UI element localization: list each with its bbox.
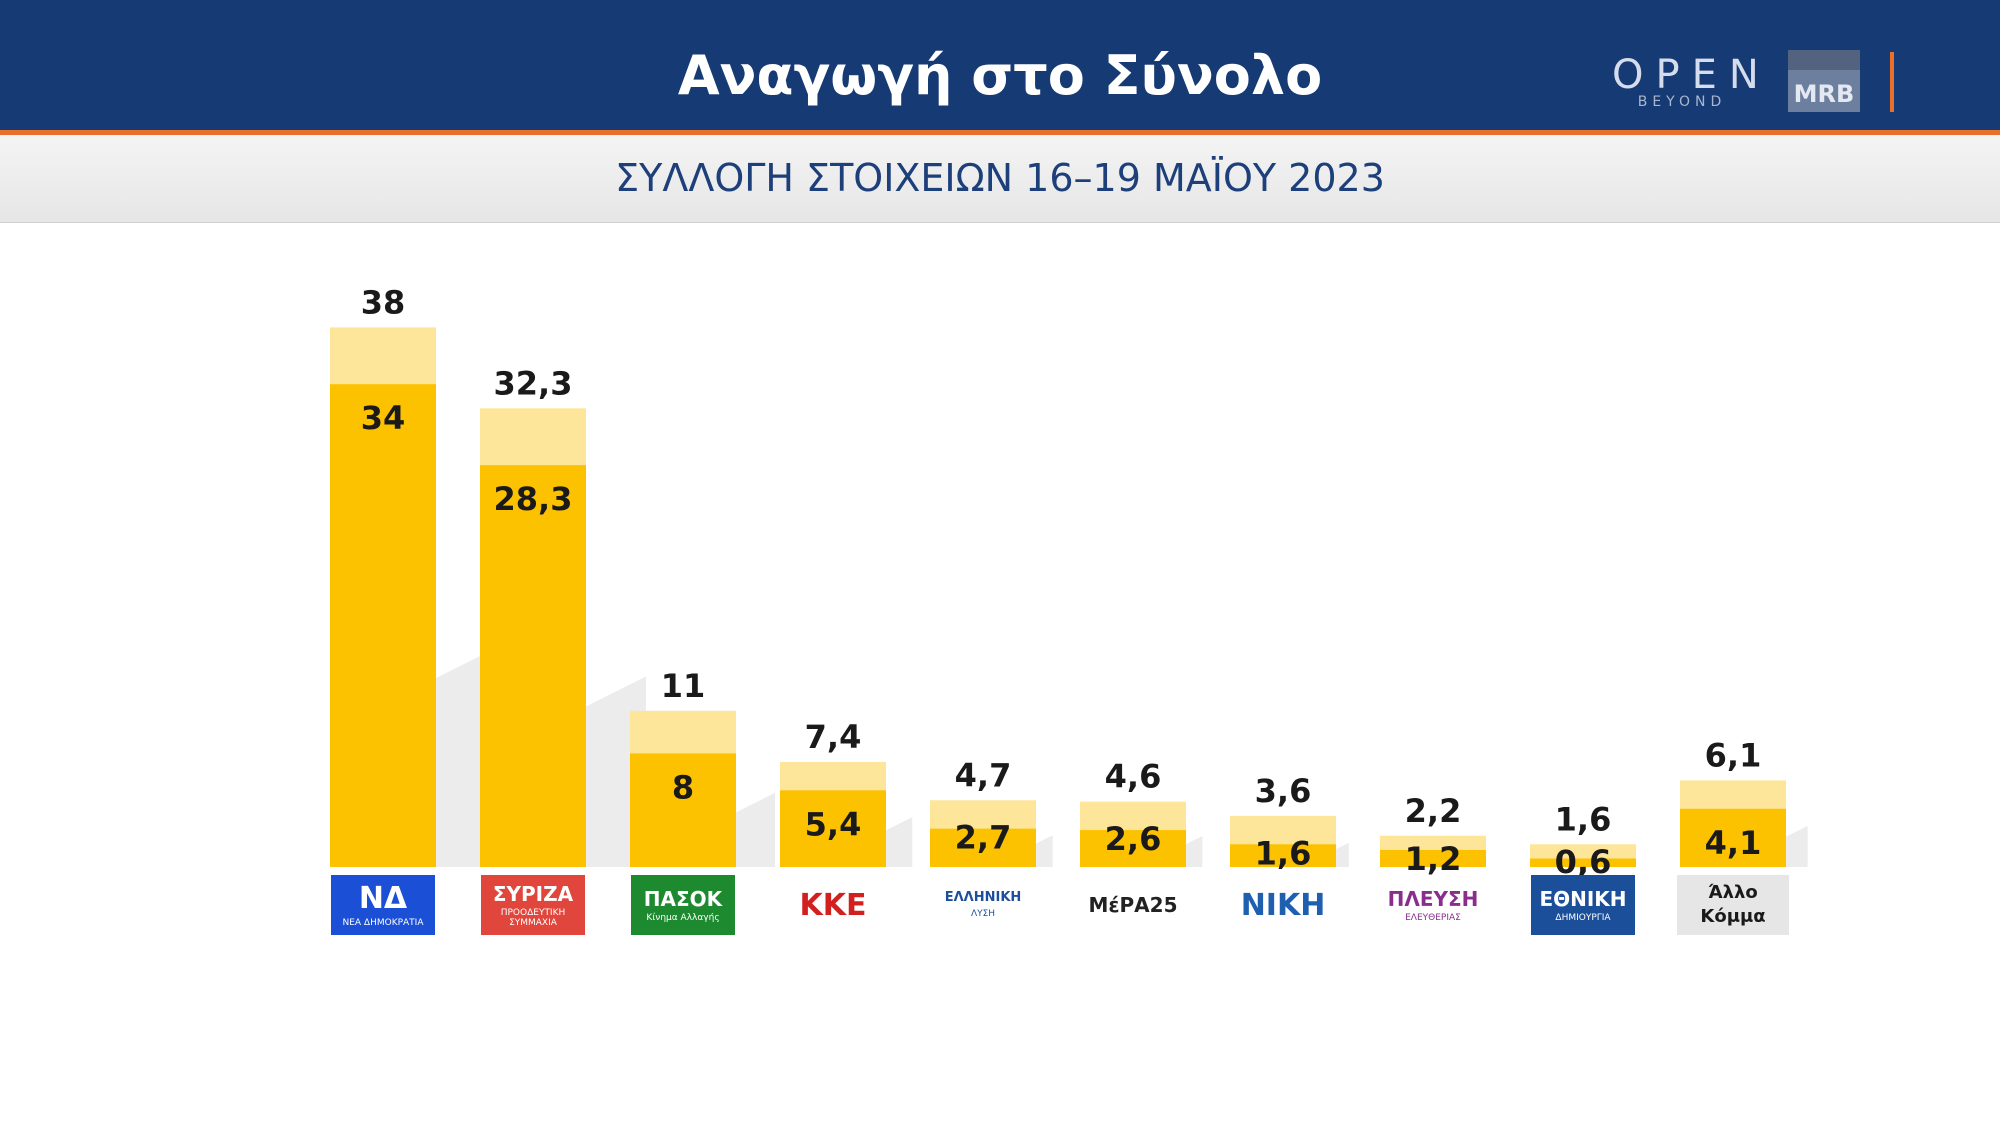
mrb-logo: MRB: [1793, 80, 1855, 108]
data-label-outer: 4,6: [1105, 758, 1162, 796]
party-logo-subtext: Κόμμα: [1700, 905, 1766, 927]
party-logo-subtext: ΝΕΑ ΔΗΜΟΚΡΑΤΙΑ: [342, 918, 424, 928]
kke-logo: ΚΚΕ: [781, 875, 885, 935]
data-label-outer: 7,4: [805, 718, 862, 756]
party-logo-subtext: ΠΡΟΟΔΕΥΤΙΚΗ ΣΥΜΜΑΧΙΑ: [500, 907, 566, 928]
data-label-inner: 5,4: [805, 805, 862, 843]
data-label-outer: 3,6: [1255, 772, 1312, 810]
party-logo-subtext: ΔΗΜΙΟΥΡΓΙΑ: [1555, 912, 1611, 923]
data-label-outer: 38: [361, 283, 406, 321]
bar-inner: [1380, 849, 1486, 867]
syriza-logo: ΣΥΡΙΖΑ ΠΡΟΟΔΕΥΤΙΚΗ ΣΥΜΜΑΧΙΑ: [481, 875, 585, 935]
data-label-outer: 6,1: [1705, 736, 1762, 774]
party-logo-text: ΝΙΚΗ: [1240, 887, 1326, 923]
header-bar: [0, 0, 2000, 130]
data-label-inner: 2,7: [955, 819, 1012, 857]
header-accent-stripe: [0, 130, 2000, 135]
open-logo: OPEN: [1612, 52, 1771, 98]
party-logo-subtext: ΛΥΣΗ: [970, 908, 996, 919]
data-label-outer: 1,6: [1555, 800, 1612, 838]
mera25-logo: ΜέΡΑ25: [1081, 875, 1185, 935]
party-logo-text: ΜέΡΑ25: [1088, 893, 1178, 917]
party-logo-text: ΕΘΝΙΚΗ: [1539, 886, 1627, 911]
bar-shadow: [736, 792, 776, 867]
elliniki-lysi-logo: ΕΛΛΗΝΙΚΗ ΛΥΣΗ: [931, 875, 1035, 935]
bar-inner: [330, 384, 436, 867]
mrb-logo-top: [1788, 50, 1860, 70]
data-label-inner: 28,3: [494, 480, 573, 518]
party-logo-text: Άλλο: [1708, 882, 1758, 904]
bar-shadow: [1186, 835, 1203, 867]
allo-komma-box: Άλλο Κόμμα: [1677, 875, 1789, 935]
subheader-band: [0, 135, 2000, 223]
data-label-inner: 0,6: [1555, 843, 1612, 881]
bar-inner: [630, 753, 736, 867]
data-label-inner: 8: [672, 768, 694, 806]
niki-logo: ΝΙΚΗ: [1231, 875, 1335, 935]
data-label-inner: 1,2: [1405, 840, 1462, 878]
party-logo-text: ΠΛΕΥΣΗ: [1387, 886, 1479, 911]
brand-divider: [1890, 52, 1894, 112]
data-label-inner: 34: [361, 399, 406, 437]
data-label-outer: 11: [661, 667, 706, 705]
bar-shadow: [886, 817, 913, 867]
party-logo-text: ΚΚΕ: [799, 887, 867, 923]
vote-share-chart: 38 34 32,3 28,3 11 8 7,4 5,4 4,7 2,7 4,6 2,6 3,6 1,6 2…: [0, 222, 2000, 982]
data-label-outer: 32,3: [494, 364, 573, 402]
party-logo-subtext: ΕΛΕΥΘΕΡΙΑΣ: [1405, 912, 1461, 923]
data-label-outer: 2,2: [1405, 792, 1462, 830]
data-label-inner: 4,1: [1705, 824, 1762, 862]
ethniki-dimiourgia-logo: ΕΘΝΙΚΗ ΔΗΜΙΟΥΡΓΙΑ: [1531, 875, 1635, 935]
bar-inner: [930, 828, 1036, 867]
data-label-inner: 2,6: [1105, 820, 1162, 858]
pasok-logo: ΠΑΣΟΚ Κίνημα Αλλαγής: [631, 875, 735, 935]
data-label-outer: 4,7: [955, 756, 1012, 794]
bar-inner: [1230, 844, 1336, 867]
party-logo-text: ΝΔ: [358, 881, 408, 916]
bar-chart-svg: 38 34 32,3 28,3 11 8 7,4 5,4 4,7 2,7 4,6 2,6 3,6 1,6 2…: [330, 283, 1808, 881]
party-logo-subtext: Κίνημα Αλλαγής: [646, 912, 720, 923]
page-subtitle: ΣΥΛΛΟΓΗ ΣΤΟΙΧΕΙΩΝ 16–19 ΜΑΪΟΥ 2023: [615, 156, 1385, 200]
open-logo-subtitle: BEYOND: [1637, 94, 1727, 110]
bar-inner: [1080, 830, 1186, 867]
nd-logo: ΝΔ ΝΕΑ ΔΗΜΟΚΡΑΤΙΑ: [331, 875, 435, 935]
data-label-inner: 1,6: [1255, 834, 1312, 872]
bar-shadow: [1336, 842, 1349, 867]
bar-inner: [480, 465, 586, 867]
bar-shadow: [1786, 825, 1808, 867]
bar-shadow: [1036, 835, 1053, 867]
page-title: Αναγωγή στο Σύνολο: [677, 44, 1323, 107]
bar-inner: [1680, 808, 1786, 867]
plefsi-logo: ΠΛΕΥΣΗ ΕΛΕΥΘΕΡΙΑΣ: [1381, 875, 1485, 935]
party-logo-text: ΕΛΛΗΝΙΚΗ: [944, 890, 1022, 906]
bar-inner: [780, 790, 886, 867]
bar-inner: [1530, 858, 1636, 867]
party-logo-text: ΠΑΣΟΚ: [643, 886, 723, 911]
party-logo-text: ΣΥΡΙΖΑ: [492, 881, 574, 906]
